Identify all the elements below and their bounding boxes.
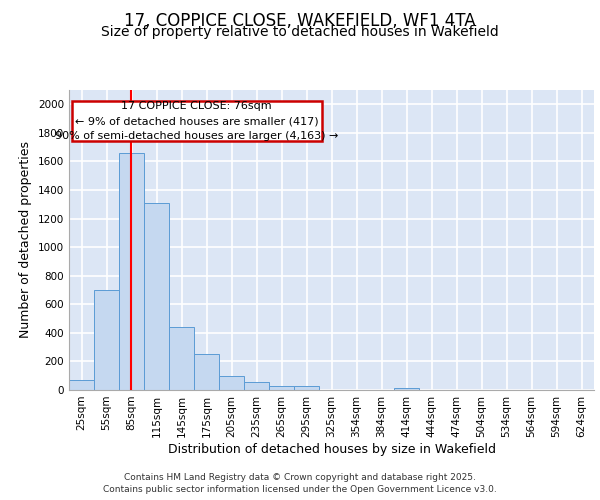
Bar xyxy=(119,153,144,390)
Bar xyxy=(144,203,169,390)
Bar xyxy=(194,354,219,390)
Y-axis label: Number of detached properties: Number of detached properties xyxy=(19,142,32,338)
Text: Contains public sector information licensed under the Open Government Licence v3: Contains public sector information licen… xyxy=(103,485,497,494)
Text: Contains HM Land Registry data © Crown copyright and database right 2025.: Contains HM Land Registry data © Crown c… xyxy=(124,472,476,482)
Bar xyxy=(394,388,419,390)
Bar xyxy=(219,376,244,390)
Text: 17, COPPICE CLOSE, WAKEFIELD, WF1 4TA: 17, COPPICE CLOSE, WAKEFIELD, WF1 4TA xyxy=(124,12,476,30)
Bar xyxy=(244,382,269,390)
Bar xyxy=(94,290,119,390)
FancyBboxPatch shape xyxy=(71,102,322,140)
Bar xyxy=(69,380,94,390)
Bar xyxy=(169,327,194,390)
Text: Size of property relative to detached houses in Wakefield: Size of property relative to detached ho… xyxy=(101,25,499,39)
Bar xyxy=(294,386,319,390)
Bar xyxy=(269,386,294,390)
X-axis label: Distribution of detached houses by size in Wakefield: Distribution of detached houses by size … xyxy=(167,442,496,456)
Text: 17 COPPICE CLOSE: 76sqm
← 9% of detached houses are smaller (417)
90% of semi-de: 17 COPPICE CLOSE: 76sqm ← 9% of detached… xyxy=(55,102,338,141)
